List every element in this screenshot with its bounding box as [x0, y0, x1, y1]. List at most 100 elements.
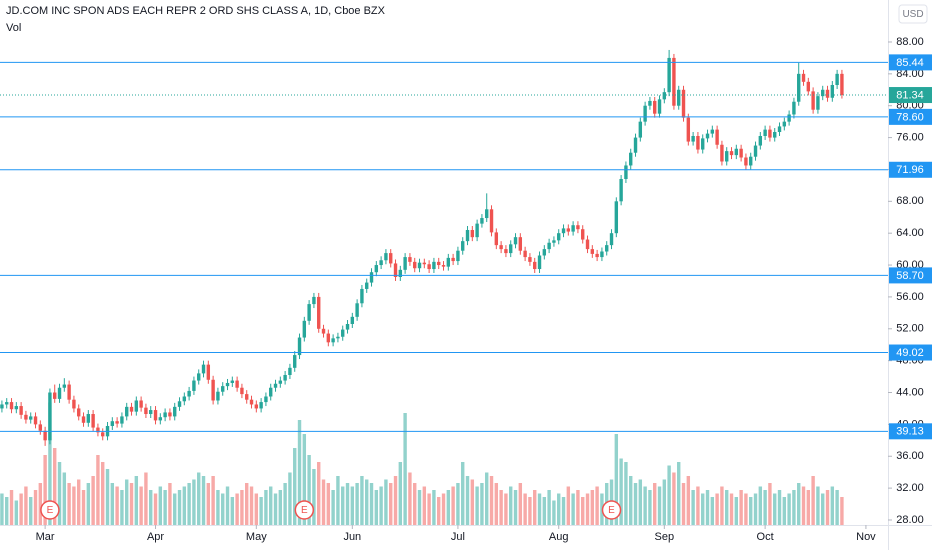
- candle-body: [523, 250, 527, 258]
- price-level-label: 49.02: [896, 347, 924, 359]
- volume-bar: [197, 472, 201, 525]
- x-tick-label: Apr: [147, 531, 164, 543]
- candle-body: [432, 261, 436, 270]
- volume-bar: [413, 483, 417, 525]
- volume-bar: [576, 490, 580, 525]
- volume-bar: [528, 497, 532, 525]
- volume-bar: [667, 465, 671, 525]
- candle-body: [288, 367, 292, 375]
- candle-body: [245, 394, 249, 400]
- volume-bar: [249, 486, 254, 525]
- volume-bar: [504, 493, 508, 525]
- volume-bar: [192, 479, 196, 525]
- y-tick-label: 32.00: [896, 482, 924, 494]
- candle-body: [264, 396, 268, 403]
- volume-bar: [302, 434, 307, 525]
- volume-bar: [24, 486, 28, 525]
- candle-body: [365, 282, 369, 289]
- candle-body: [331, 338, 335, 343]
- volume-bar: [129, 483, 134, 525]
- currency-label[interactable]: USD: [902, 9, 923, 20]
- volume-bar: [470, 479, 475, 525]
- candle-body: [595, 253, 599, 258]
- candle-body: [192, 380, 196, 391]
- candle-body: [816, 96, 820, 110]
- volume-bar: [485, 472, 489, 525]
- volume-bar: [451, 486, 455, 525]
- volume-bar: [177, 490, 182, 525]
- y-tick-label: 44.00: [896, 386, 924, 398]
- volume-bar: [105, 469, 110, 525]
- candle-body: [249, 399, 254, 405]
- volume-label: Vol: [6, 22, 21, 34]
- volume-bar: [417, 490, 422, 525]
- candle-body: [355, 303, 359, 317]
- price-level-label: 78.60: [896, 111, 924, 123]
- candle-body: [139, 400, 143, 408]
- candle-body: [830, 85, 835, 98]
- volume-bar: [0, 493, 4, 525]
- candle-body: [633, 137, 638, 153]
- x-tick-label: May: [246, 531, 267, 543]
- candle-body: [38, 424, 43, 431]
- volume-bar: [225, 486, 230, 525]
- volume-bar: [43, 455, 47, 525]
- volume-bar: [115, 486, 119, 525]
- candle-body: [456, 250, 460, 262]
- candle-body: [43, 430, 47, 441]
- candle-body: [758, 135, 763, 146]
- candle-body: [605, 245, 609, 252]
- candle-body: [701, 138, 705, 150]
- volume-bar: [619, 458, 623, 525]
- volume-bar: [422, 486, 427, 525]
- candle-body: [72, 399, 76, 409]
- candle-body: [465, 229, 470, 242]
- candle-body: [29, 416, 33, 420]
- volume-bar: [763, 490, 767, 525]
- candle-body: [734, 148, 739, 156]
- price-level-tag: [889, 423, 932, 440]
- volume-bar: [432, 490, 436, 525]
- volume-bar: [787, 493, 791, 525]
- candle-body: [705, 133, 710, 139]
- candle-body: [787, 114, 791, 122]
- candle-body: [801, 73, 806, 82]
- candle-body: [9, 402, 14, 410]
- volume-bar: [254, 493, 259, 525]
- volume-bar: [672, 472, 676, 525]
- volume-bar: [797, 483, 801, 525]
- volume-bar: [777, 490, 782, 525]
- volume-bar: [149, 490, 153, 525]
- volume-bar: [739, 490, 743, 525]
- candle-body: [5, 402, 9, 405]
- price-level-tag: [889, 344, 932, 361]
- candle-body: [67, 384, 71, 400]
- candle-body: [269, 387, 273, 397]
- volume-bar: [393, 476, 398, 525]
- volume-bar: [163, 490, 167, 525]
- candle-body: [177, 401, 182, 407]
- candle-body: [782, 121, 787, 127]
- candle-body: [86, 414, 91, 423]
- volume-bar: [552, 500, 556, 525]
- volume-bar: [499, 490, 503, 525]
- volume-bar: [77, 479, 81, 525]
- candle-body: [379, 260, 383, 266]
- volume-bar: [686, 476, 691, 525]
- currency-button[interactable]: [898, 4, 928, 24]
- earnings-label: E: [47, 505, 54, 516]
- volume-bar: [614, 434, 619, 525]
- candle-body: [125, 406, 129, 417]
- volume-bar: [475, 486, 479, 525]
- candle-body: [422, 262, 427, 265]
- volume-bar: [360, 476, 364, 525]
- volume-bar: [585, 493, 590, 525]
- candle-body: [254, 404, 259, 409]
- candle-body: [345, 324, 350, 330]
- candle-body: [48, 392, 52, 441]
- candle-body: [773, 132, 777, 138]
- candle-body: [768, 129, 772, 138]
- y-tick-label: 76.00: [896, 131, 924, 143]
- candle-body: [129, 406, 134, 412]
